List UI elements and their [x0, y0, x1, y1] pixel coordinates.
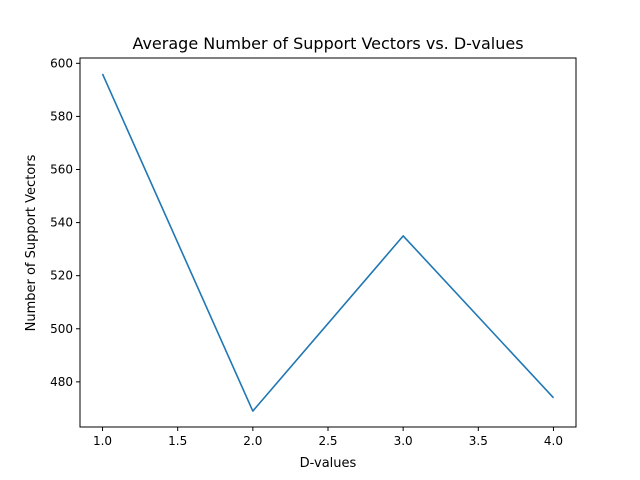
y-tick-label: 560: [50, 162, 73, 176]
y-tick-label: 540: [50, 216, 73, 230]
y-tick-label: 600: [50, 56, 73, 70]
y-axis: 480 500 520 540 560 580 600: [50, 56, 80, 389]
y-tick-label: 500: [50, 322, 73, 336]
series-layer: [101, 73, 555, 412]
x-axis-label: D-values: [300, 456, 357, 471]
x-tick-label: 2.0: [243, 434, 262, 448]
series-line: [101, 73, 555, 412]
x-tick-label: 1.5: [168, 434, 187, 448]
y-tick-label: 580: [50, 109, 73, 123]
x-tick-label: 2.5: [318, 434, 337, 448]
y-tick-label: 480: [50, 375, 73, 389]
x-tick-label: 3.0: [394, 434, 413, 448]
y-axis-label: Number of Support Vectors: [24, 154, 39, 331]
x-tick-label: 1.0: [93, 434, 112, 448]
y-tick-label: 520: [50, 269, 73, 283]
x-axis: 1.0 1.5 2.0 2.5 3.0 3.5 4.0: [93, 427, 563, 448]
x-tick-label: 3.5: [469, 434, 488, 448]
chart-title: Average Number of Support Vectors vs. D-…: [132, 34, 523, 53]
x-tick-label: 4.0: [544, 434, 563, 448]
